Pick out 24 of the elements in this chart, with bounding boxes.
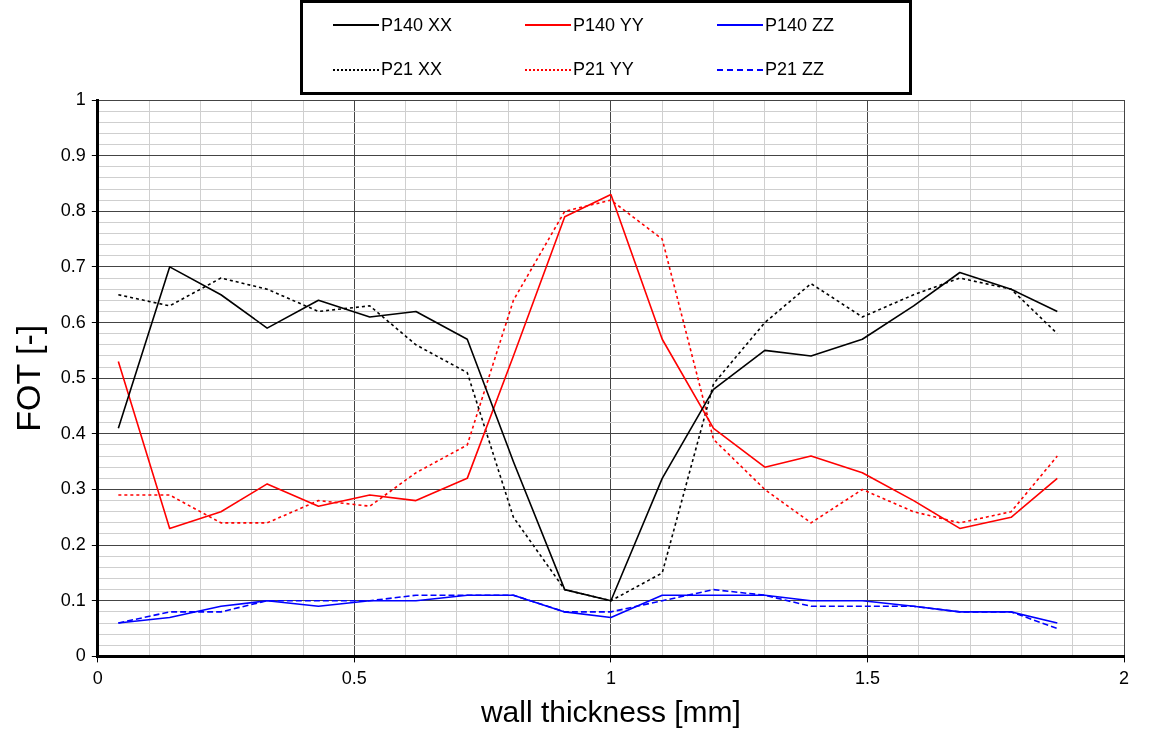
y-tick-label: 0 <box>75 645 86 666</box>
y-tick-label: 0.2 <box>60 534 86 555</box>
y-tick-label: 1 <box>75 88 86 109</box>
x-tick-label: 0 <box>92 668 103 689</box>
y-tick-label: 0.1 <box>60 589 86 610</box>
x-tick-label: 1 <box>605 668 616 689</box>
y-tick-label: 0.3 <box>60 478 86 499</box>
x-axis-title: wall thickness [mm] <box>479 695 741 729</box>
legend-label: P21 ZZ <box>765 59 825 81</box>
y-axis-title: FOT [-] <box>8 324 47 432</box>
y-tick-label: 0.4 <box>60 422 86 443</box>
y-tick-label: 0.7 <box>60 255 86 276</box>
x-tick-label: 1.5 <box>854 668 880 689</box>
legend-label: P140 XX <box>381 14 453 36</box>
legend-label: P140 YY <box>573 14 644 36</box>
legend-label: P21 YY <box>573 59 634 81</box>
y-tick-label: 0.5 <box>60 367 86 388</box>
x-tick-label: 0.5 <box>341 668 367 689</box>
y-tick-label: 0.8 <box>60 200 86 221</box>
legend-label: P140 ZZ <box>765 14 835 36</box>
y-tick-label: 0.9 <box>60 144 86 165</box>
y-tick-label: 0.6 <box>60 311 86 332</box>
legend-label: P21 XX <box>381 59 443 81</box>
x-tick-label: 2 <box>1118 668 1130 689</box>
